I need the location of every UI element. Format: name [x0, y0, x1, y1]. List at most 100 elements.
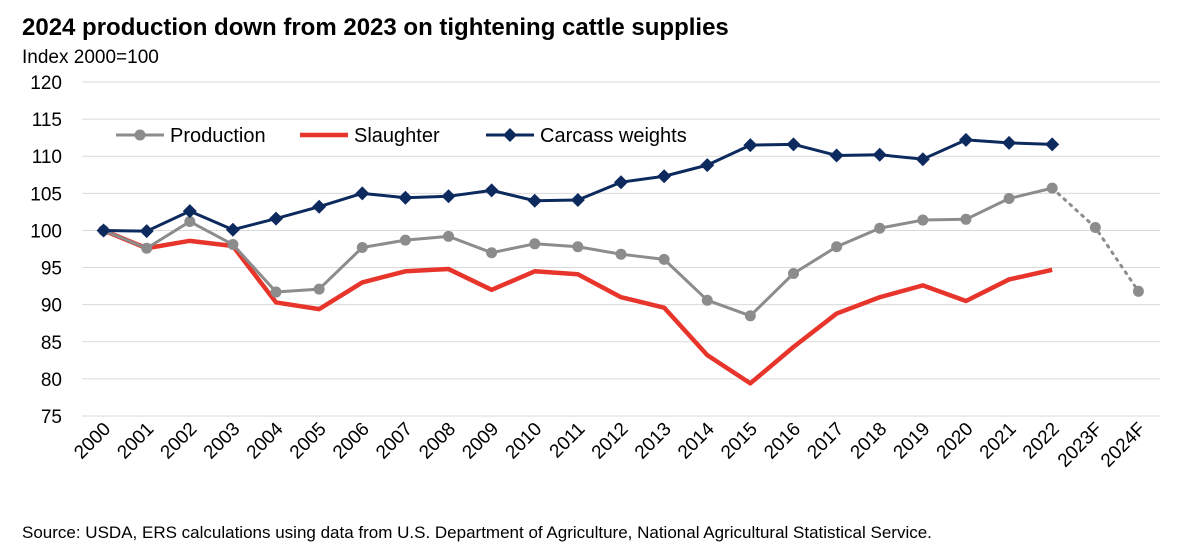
x-tick-label: 2014: [674, 418, 719, 463]
gridlines: [82, 81, 1160, 417]
data-point: [484, 183, 499, 198]
data-point: [398, 190, 413, 205]
data-point: [572, 241, 584, 253]
x-tick-label: 2004: [243, 418, 288, 463]
data-point: [527, 193, 542, 208]
data-point: [657, 169, 672, 184]
data-point: [1089, 221, 1101, 233]
x-tick-label: 2015: [717, 419, 762, 464]
data-point: [1003, 193, 1015, 205]
y-tick-label: 115: [32, 110, 62, 131]
data-point: [658, 253, 670, 265]
legend-item: Carcass weights: [486, 125, 687, 147]
x-tick-label: 2017: [803, 419, 848, 464]
legend-marker: [134, 129, 146, 141]
y-tick-label: 120: [30, 73, 62, 94]
y-tick-label: 90: [41, 296, 62, 317]
series-carcass-weights: [96, 132, 1060, 239]
data-point: [786, 137, 801, 152]
data-point: [1045, 137, 1060, 152]
x-tick-label: 2001: [113, 419, 158, 464]
series-slaughter: [102, 228, 1053, 386]
series-production: [98, 182, 1144, 322]
x-tick-label: 2006: [329, 419, 374, 464]
x-tick-label: 2009: [458, 419, 503, 464]
series-line: [103, 138, 1053, 233]
y-axis-ticks: 75 80 85 90 95 100 105 110 115 120: [30, 73, 62, 428]
x-tick-label: 2023F: [1054, 419, 1107, 472]
data-point: [355, 186, 370, 201]
x-tick-label: 2024F: [1097, 419, 1150, 472]
x-tick-label: 2013: [631, 419, 676, 464]
y-tick-label: 80: [41, 370, 62, 391]
data-point: [874, 222, 886, 234]
series-lines: [96, 132, 1144, 386]
source-note: Source: USDA, ERS calculations using dat…: [22, 523, 932, 542]
data-point: [139, 224, 154, 239]
data-point: [829, 148, 844, 163]
y-tick-label: 95: [41, 259, 62, 280]
x-tick-label: 2011: [546, 419, 590, 463]
x-axis-ticks: 2000200120022003200420052006200720082009…: [70, 418, 1150, 471]
x-tick-label: 2020: [933, 419, 978, 464]
y-tick-label: 75: [41, 407, 62, 428]
data-point: [184, 216, 196, 228]
data-point: [787, 267, 799, 279]
legend-label: Carcass weights: [540, 125, 687, 147]
x-tick-label: 2016: [760, 419, 805, 464]
data-point: [700, 158, 715, 173]
data-point: [312, 199, 327, 214]
data-point: [356, 242, 368, 254]
data-point: [225, 222, 240, 237]
data-point: [443, 230, 455, 242]
data-point: [1046, 182, 1058, 194]
forecast-line: [1050, 186, 1140, 293]
data-point: [744, 310, 756, 322]
data-point: [958, 132, 973, 147]
data-point: [831, 241, 843, 253]
x-tick-label: 2007: [372, 419, 417, 464]
data-point: [960, 213, 972, 225]
x-tick-label: 2002: [157, 419, 202, 464]
data-point: [269, 211, 284, 226]
legend: Production Slaughter Carcass weights: [116, 125, 687, 147]
data-point: [182, 204, 197, 219]
y-tick-label: 105: [30, 184, 62, 205]
data-point: [743, 138, 758, 153]
x-tick-label: 2018: [847, 419, 892, 464]
legend-marker: [503, 128, 517, 142]
series-line: [102, 228, 1053, 386]
x-tick-label: 2008: [415, 419, 460, 464]
x-tick-label: 2021: [976, 419, 1021, 464]
x-tick-label: 2003: [200, 419, 245, 464]
data-point: [701, 294, 713, 306]
data-point: [441, 189, 456, 204]
data-point: [872, 147, 887, 162]
chart-title: 2024 production down from 2023 on tighte…: [22, 14, 729, 41]
x-tick-label: 2019: [890, 419, 935, 464]
data-point: [615, 248, 627, 260]
data-point: [399, 234, 411, 246]
y-tick-label: 110: [32, 147, 62, 168]
x-tick-label: 2005: [286, 419, 331, 464]
x-tick-label: 2012: [588, 419, 633, 464]
legend-label: Slaughter: [354, 125, 440, 147]
legend-item: Slaughter: [300, 125, 440, 147]
data-point: [1002, 135, 1017, 150]
data-point: [614, 175, 628, 190]
legend-item: Production: [116, 125, 266, 147]
data-point: [270, 286, 282, 298]
data-point: [915, 152, 930, 167]
legend-label: Production: [170, 125, 266, 147]
data-point: [486, 247, 498, 259]
x-tick-label: 2000: [70, 419, 115, 464]
data-point: [570, 193, 585, 208]
y-tick-label: 85: [41, 333, 62, 354]
data-point: [1132, 285, 1144, 297]
x-tick-label: 2010: [502, 419, 547, 464]
data-point: [141, 242, 153, 254]
data-point: [917, 214, 929, 226]
data-point: [96, 223, 111, 238]
y-axis-label: Index 2000=100: [22, 47, 159, 68]
